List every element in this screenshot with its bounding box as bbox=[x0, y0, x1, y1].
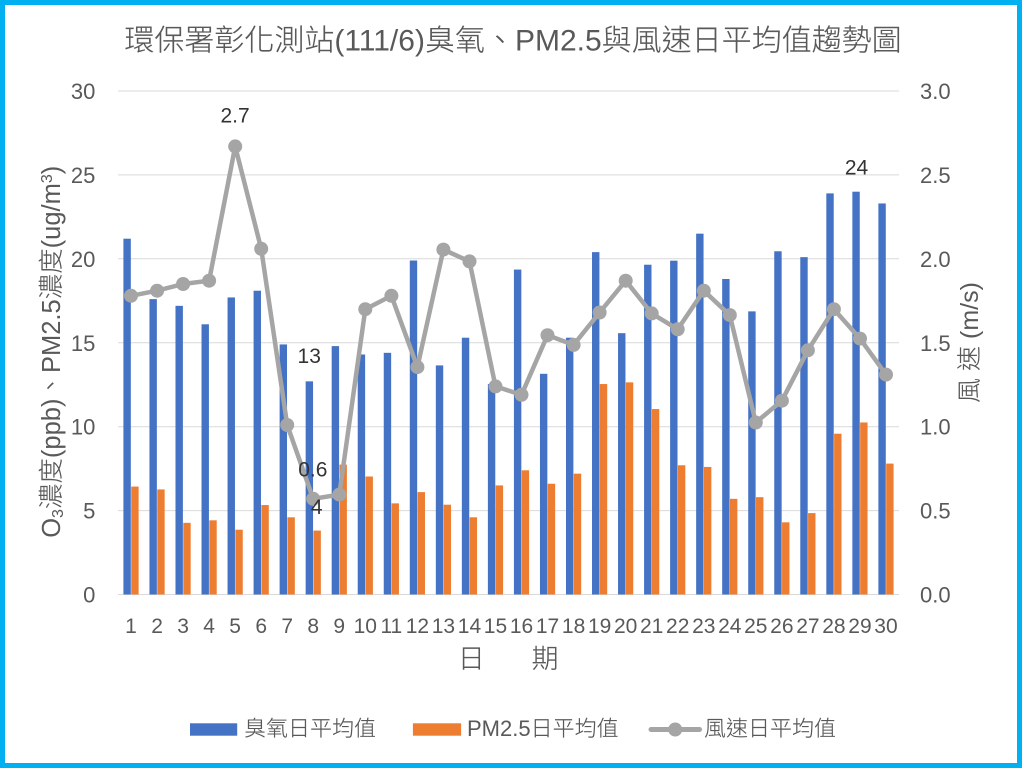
svg-text:10: 10 bbox=[71, 415, 95, 440]
svg-text:20: 20 bbox=[614, 615, 637, 638]
svg-text:(m/s): (m/s) bbox=[956, 282, 984, 339]
svg-text:3: 3 bbox=[50, 509, 67, 518]
svg-text:1: 1 bbox=[125, 615, 137, 638]
svg-text:8: 8 bbox=[307, 615, 319, 638]
svg-text:13: 13 bbox=[298, 345, 321, 368]
svg-text:2.5: 2.5 bbox=[920, 163, 951, 188]
svg-text:9: 9 bbox=[333, 615, 345, 638]
svg-text:28: 28 bbox=[822, 615, 845, 638]
svg-text:0.0: 0.0 bbox=[920, 583, 951, 608]
svg-text:14: 14 bbox=[458, 615, 482, 638]
svg-text:30: 30 bbox=[71, 79, 95, 104]
svg-text:30: 30 bbox=[874, 615, 897, 638]
svg-text:0.5: 0.5 bbox=[920, 499, 951, 524]
svg-text:): ) bbox=[38, 166, 66, 175]
svg-text:7: 7 bbox=[281, 615, 293, 638]
svg-text:21: 21 bbox=[640, 615, 663, 638]
svg-text:(111/6): (111/6) bbox=[334, 25, 425, 58]
svg-text:10: 10 bbox=[354, 615, 377, 638]
svg-text:4: 4 bbox=[311, 496, 323, 519]
svg-text:1.5: 1.5 bbox=[920, 331, 951, 356]
svg-text:2.0: 2.0 bbox=[920, 247, 951, 272]
svg-text:6: 6 bbox=[255, 615, 267, 638]
svg-text:17: 17 bbox=[536, 615, 559, 638]
svg-text:4: 4 bbox=[203, 615, 215, 638]
svg-text:20: 20 bbox=[71, 247, 95, 272]
svg-text:O: O bbox=[38, 518, 66, 538]
svg-text:2: 2 bbox=[151, 615, 163, 638]
svg-text:5: 5 bbox=[229, 615, 241, 638]
svg-text:PM2.5: PM2.5 bbox=[467, 716, 531, 741]
svg-text:13: 13 bbox=[432, 615, 455, 638]
svg-text:0.6: 0.6 bbox=[298, 459, 327, 482]
svg-text:24: 24 bbox=[718, 615, 742, 638]
svg-text:15: 15 bbox=[484, 615, 507, 638]
svg-text:PM2.5: PM2.5 bbox=[38, 299, 66, 373]
svg-text:3: 3 bbox=[39, 174, 56, 183]
svg-text:29: 29 bbox=[848, 615, 871, 638]
svg-text:27: 27 bbox=[796, 615, 819, 638]
svg-text:3.0: 3.0 bbox=[920, 79, 951, 104]
svg-text:26: 26 bbox=[770, 615, 793, 638]
svg-text:3: 3 bbox=[177, 615, 189, 638]
svg-text:0: 0 bbox=[83, 583, 95, 608]
svg-text:11: 11 bbox=[380, 615, 402, 638]
svg-text:(ppb): (ppb) bbox=[38, 399, 66, 459]
svg-text:15: 15 bbox=[71, 331, 95, 356]
svg-text:25: 25 bbox=[71, 163, 95, 188]
svg-text:1.0: 1.0 bbox=[920, 415, 951, 440]
svg-text:24: 24 bbox=[845, 156, 869, 179]
svg-text:PM2.5: PM2.5 bbox=[515, 25, 602, 58]
svg-text:18: 18 bbox=[562, 615, 585, 638]
svg-text:(ug/m: (ug/m bbox=[38, 183, 66, 248]
svg-text:2.7: 2.7 bbox=[220, 104, 249, 127]
svg-text:25: 25 bbox=[744, 615, 767, 638]
svg-text:23: 23 bbox=[692, 615, 715, 638]
svg-text:19: 19 bbox=[588, 615, 611, 638]
svg-text:16: 16 bbox=[510, 615, 533, 638]
svg-text:5: 5 bbox=[83, 499, 95, 524]
svg-text:22: 22 bbox=[666, 615, 689, 638]
svg-text:12: 12 bbox=[406, 615, 429, 638]
